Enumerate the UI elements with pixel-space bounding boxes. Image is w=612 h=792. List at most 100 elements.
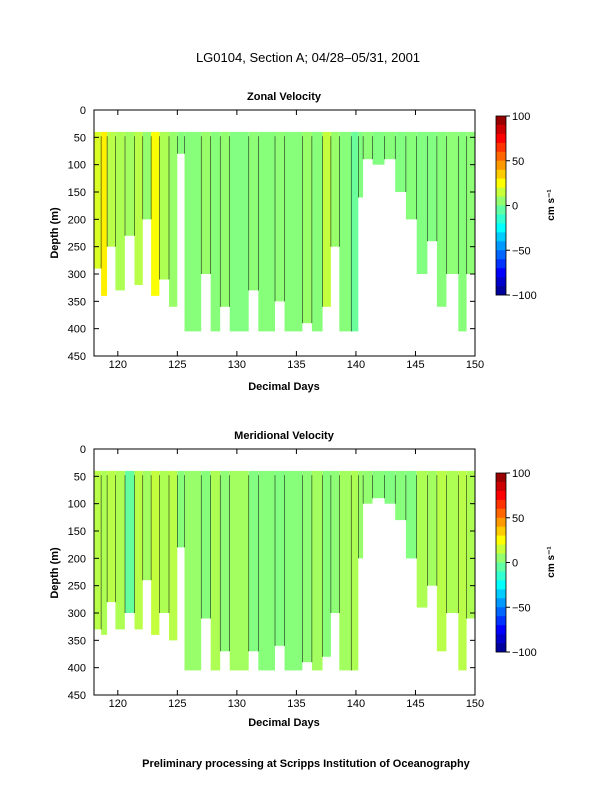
colorbar-tick-label: 100 xyxy=(512,111,530,123)
data-column-22 xyxy=(322,131,331,307)
x-axis-label: Decimal Days xyxy=(248,381,320,393)
colorbar: 100 50 0 −50 −100 xyxy=(495,111,537,302)
data-column-14 xyxy=(220,470,230,652)
colorbar-swatch xyxy=(496,544,506,554)
data-column-4 xyxy=(125,470,135,613)
colorbar-swatch xyxy=(496,589,506,599)
data-column-0 xyxy=(94,131,102,269)
colorbar-swatch xyxy=(496,277,506,287)
colorbar-tick-label: 50 xyxy=(512,156,524,168)
colorbar-swatch xyxy=(496,169,506,179)
data-columns xyxy=(94,470,475,671)
colorbar-label: cm s⁻¹ xyxy=(546,189,557,221)
colorbar: 100 50 0 −50 −100 xyxy=(495,468,537,659)
data-column-12 xyxy=(201,470,211,619)
colorbar-swatch xyxy=(496,286,506,296)
data-column-34 xyxy=(436,131,447,307)
y-tick-label: 0 xyxy=(80,105,86,117)
x-tick-label: 140 xyxy=(347,359,365,371)
colorbar-tick-label: 50 xyxy=(512,513,524,525)
figure-title: LG0104, Section A; 04/28–05/31, 2001 xyxy=(196,50,420,65)
data-column-35 xyxy=(446,470,459,613)
y-tick-label: 200 xyxy=(68,214,86,226)
data-column-28 xyxy=(372,470,385,499)
data-column-12 xyxy=(201,131,211,274)
data-column-1 xyxy=(101,131,108,296)
y-tick-label: 50 xyxy=(74,132,86,144)
data-column-18 xyxy=(275,131,285,302)
data-column-20 xyxy=(302,131,312,324)
data-column-36 xyxy=(458,470,467,671)
colorbar-tick-label: −50 xyxy=(512,602,531,614)
x-tick-label: 125 xyxy=(168,359,186,371)
data-column-5 xyxy=(134,470,143,630)
colorbar-tick-label: −100 xyxy=(512,290,537,302)
data-column-15 xyxy=(229,131,249,332)
data-column-7 xyxy=(151,470,160,635)
data-column-30 xyxy=(395,470,406,521)
colorbar-swatch xyxy=(496,616,506,626)
data-column-6 xyxy=(142,470,152,581)
x-tick-label: 135 xyxy=(287,359,305,371)
y-tick-label: 200 xyxy=(68,553,86,565)
y-tick-label: 150 xyxy=(68,526,86,538)
colorbar-swatch xyxy=(496,473,506,483)
data-column-10 xyxy=(177,470,185,548)
colorbar-swatch xyxy=(496,214,506,224)
x-tick-label: 150 xyxy=(466,359,484,371)
data-column-10 xyxy=(177,131,185,154)
data-column-27 xyxy=(363,470,373,504)
data-column-0 xyxy=(94,470,102,630)
colorbar-swatch xyxy=(496,133,506,144)
data-column-33 xyxy=(427,131,437,242)
colorbar-swatch xyxy=(496,241,506,251)
data-column-23 xyxy=(330,470,340,613)
y-tick-label: 150 xyxy=(68,187,86,199)
data-column-29 xyxy=(384,470,396,504)
data-column-9 xyxy=(169,131,178,307)
y-tick-label: 450 xyxy=(68,690,86,702)
colorbar-swatch xyxy=(496,562,506,572)
data-column-20 xyxy=(302,470,312,663)
colorbar-swatch xyxy=(496,259,506,269)
data-column-26 xyxy=(358,470,364,559)
colorbar-swatch xyxy=(496,553,506,563)
footer-note: Preliminary processing at Scripps Instit… xyxy=(142,758,471,770)
x-tick-label: 145 xyxy=(406,359,424,371)
colorbar-swatch xyxy=(496,580,506,590)
x-tick-label: 150 xyxy=(466,698,484,710)
colorbar-swatch xyxy=(496,526,506,536)
colorbar-tick-label: 0 xyxy=(512,201,518,213)
data-column-34 xyxy=(436,470,447,652)
y-axis-label: Depth (m) xyxy=(49,207,61,259)
data-column-26 xyxy=(358,131,364,198)
y-tick-label: 50 xyxy=(74,471,86,483)
data-column-7 xyxy=(151,131,160,296)
colorbar-swatch xyxy=(496,142,506,153)
plot-frame xyxy=(93,109,476,357)
data-column-13 xyxy=(210,131,221,332)
data-column-21 xyxy=(311,131,323,332)
data-column-11 xyxy=(184,470,202,671)
data-column-36 xyxy=(458,131,467,332)
data-column-37 xyxy=(466,470,475,619)
x-tick-label: 130 xyxy=(228,698,246,710)
colorbar-swatch xyxy=(496,571,506,581)
data-column-28 xyxy=(372,131,385,165)
colorbar-swatch xyxy=(496,232,506,242)
colorbar-swatch xyxy=(496,481,506,492)
y-tick-label: 250 xyxy=(68,242,86,254)
y-tick-label: 350 xyxy=(68,296,86,308)
data-column-6 xyxy=(142,131,152,220)
data-column-4 xyxy=(125,131,135,236)
data-column-32 xyxy=(416,470,428,608)
colorbar-swatch xyxy=(496,535,506,545)
panel-title: Meridional Velocity xyxy=(234,430,335,442)
data-column-24 xyxy=(339,470,352,671)
y-tick-label: 250 xyxy=(68,581,86,593)
meridional-velocity-panel: Meridional Velocity Decimal Days Depth (… xyxy=(49,430,557,729)
colorbar-tick-label: 0 xyxy=(512,558,518,570)
data-column-3 xyxy=(115,470,125,630)
data-column-31 xyxy=(405,470,417,559)
